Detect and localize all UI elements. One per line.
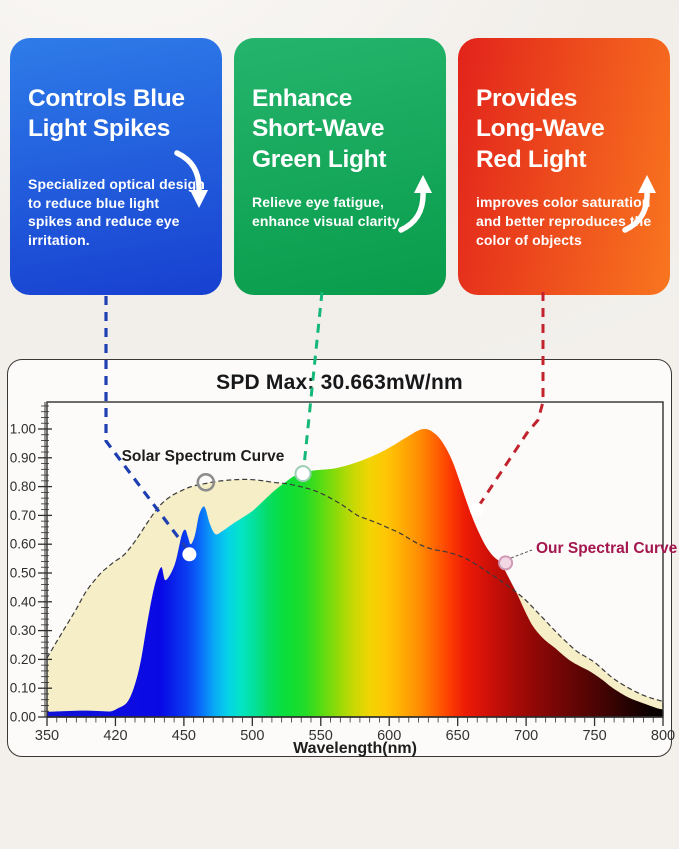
spd-chart-panel: SPD Max: 30.663mW/nm (7, 359, 672, 757)
card-body: improves color saturation and better rep… (476, 194, 652, 248)
curved-down-arrow-icon (174, 150, 208, 208)
card-title: Controls Blue Light Spikes (28, 85, 185, 143)
feature-cards-row: Controls Blue Light Spikes Specialized op… (10, 38, 670, 295)
feature-card-green-light: Enhance Short-Wave Green Light Relieve eye… (234, 38, 446, 295)
curved-up-arrow-icon (622, 175, 656, 233)
card-title: Provides Long-Wave Red Light (476, 85, 605, 173)
card-title: Enhance Short-Wave Green Light (252, 85, 387, 173)
card-body: Relieve eye fatigue, enhance visual clar… (252, 194, 400, 229)
feature-card-red-light: Provides Long-Wave Red Light improves colo… (458, 38, 670, 295)
curved-up-arrow-icon (398, 175, 432, 233)
card-body: Specialized optical design to reduce blu… (28, 175, 205, 248)
feature-card-blue-light: Controls Blue Light Spikes Specialized op… (10, 38, 222, 295)
chart-title: SPD Max: 30.663mW/nm (216, 371, 463, 394)
